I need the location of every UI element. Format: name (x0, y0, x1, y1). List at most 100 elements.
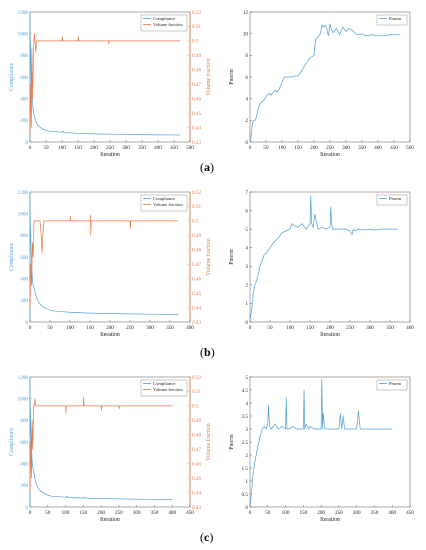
x-tick-label: 400 (388, 510, 396, 516)
y2-tick-label: 0.43 (192, 140, 201, 146)
x-tick-label: 0 (249, 145, 252, 151)
chart-b-left: 0 50 100 150 200 250 300 350 400 0 200 400 600 800 100… (9, 190, 212, 338)
y-tick-label: 1 (245, 301, 248, 307)
y-axis-label: Pnorm (229, 434, 235, 450)
y2-tick-label: 0.46 (192, 96, 201, 102)
y2-tick-label: 0.44 (192, 125, 201, 131)
x-tick-label: 50 (265, 510, 271, 516)
y-tick-label: 400 (20, 96, 28, 102)
x-tick-label: 400 (154, 145, 162, 151)
y-tick-label: 0 (25, 140, 28, 146)
x-tick-label: 150 (294, 145, 302, 151)
legend-label: Volume fraction (153, 22, 183, 27)
x-tick-label: 100 (282, 510, 290, 516)
y2-tick-label: 0.47 (192, 262, 201, 268)
y2-tick-label: 0.48 (192, 433, 201, 439)
y-tick-label: 2.5 (242, 440, 249, 446)
x-tick-label: 0 (29, 325, 32, 331)
y-tick-label: 200 (20, 298, 28, 304)
x-tick-label: 50 (45, 510, 51, 516)
y-tick-label: 4.5 (242, 388, 249, 394)
y2-tick-label: 0.52 (192, 190, 201, 196)
x-tick-label: 0 (29, 145, 32, 151)
y-tick-label: 8 (245, 53, 248, 59)
y2-tick-label: 0.5 (192, 39, 199, 45)
y-axis-label: Compliance (9, 63, 15, 91)
legend-label: Volume fraction (153, 387, 183, 392)
y2-tick-label: 0.52 (192, 10, 201, 16)
y-tick-label: 3 (245, 264, 248, 270)
y-tick-label: 1.5 (242, 466, 249, 472)
x-tick-label: 0 (29, 510, 32, 516)
panel-label-b: (b) (200, 345, 215, 359)
x-tick-label: 300 (122, 145, 130, 151)
x-tick-label: 0 (249, 325, 252, 331)
x-tick-label: 0 (249, 510, 252, 516)
x-tick-label: 300 (366, 325, 374, 331)
legend-label: Compliance (153, 16, 175, 21)
y2-tick-label: 0.45 (192, 291, 201, 297)
y2-tick-label: 0.49 (192, 53, 201, 59)
x-tick-label: 250 (106, 145, 114, 151)
y-tick-label: 12 (243, 10, 249, 16)
plot-frame (29, 376, 191, 508)
x-tick-label: 250 (346, 325, 354, 331)
y-tick-label: 600 (20, 75, 28, 81)
x-axis-label: Iteration (100, 152, 120, 158)
y2-tick-label: 0.46 (192, 276, 201, 282)
x-tick-label: 300 (342, 145, 350, 151)
y-tick-label: 1200 (18, 190, 29, 196)
y-tick-label: 6 (245, 75, 248, 81)
y-axis-label: Pnorm (229, 249, 235, 265)
y-tick-label: 400 (20, 276, 28, 282)
x-tick-label: 450 (390, 145, 398, 151)
x-tick-label: 300 (353, 510, 361, 516)
y2-tick-label: 0.5 (192, 404, 199, 410)
y-tick-label: 2 (245, 453, 248, 459)
legend-box (140, 379, 188, 397)
y-tick-label: 600 (20, 255, 28, 261)
plot-frame (29, 191, 191, 323)
legend-label: Pnorm (389, 196, 402, 201)
y2-tick-label: 0.43 (192, 505, 201, 511)
x-axis-label: Iteration (320, 332, 340, 338)
x-axis-label: Iteration (320, 152, 340, 158)
y2-tick-label: 0.47 (192, 447, 201, 453)
y2-tick-label: 0.43 (192, 320, 201, 326)
y2-axis-label: Volume fraction (205, 423, 212, 461)
x-tick-label: 150 (74, 145, 82, 151)
y-axis-label: Compliance (9, 243, 15, 271)
x-tick-label: 500 (186, 145, 194, 151)
chart-c-left: 0 50 100 150 200 250 300 350 400 450 0 200 400 600 800… (9, 375, 212, 523)
y-tick-label: 200 (20, 483, 28, 489)
x-axis-label: Iteration (100, 332, 120, 338)
legend-box (376, 14, 408, 26)
y2-tick-label: 0.45 (192, 476, 201, 482)
panel-label-c: (c) (200, 530, 214, 544)
x-tick-label: 200 (90, 145, 98, 151)
y-tick-label: 1000 (18, 31, 29, 37)
y2-tick-label: 0.5 (192, 219, 199, 225)
x-tick-label: 150 (79, 510, 87, 516)
y2-tick-label: 0.51 (192, 24, 201, 30)
legend-label: Compliance (153, 381, 175, 386)
y-tick-label: 5 (245, 227, 248, 233)
legend-box (140, 194, 188, 212)
chart-c-right: 0 50 100 150 200 250 300 350 400 450 0 0.5 1 1.5 2 2.5 3… (229, 375, 414, 523)
series-line-compliance (29, 213, 179, 315)
x-tick-label: 350 (371, 510, 379, 516)
x-tick-label: 100 (286, 325, 294, 331)
y-tick-label: 0 (25, 505, 28, 511)
series-line-pnorm (249, 23, 401, 143)
y-tick-label: 10 (243, 31, 249, 37)
plot-frame (249, 11, 411, 143)
y-tick-label: 800 (20, 53, 28, 59)
y2-tick-label: 0.44 (192, 490, 201, 496)
y2-tick-label: 0.48 (192, 248, 201, 254)
x-tick-label: 350 (358, 145, 366, 151)
x-tick-label: 200 (326, 325, 334, 331)
x-tick-label: 200 (317, 510, 325, 516)
x-tick-label: 250 (126, 325, 134, 331)
y2-tick-label: 0.49 (192, 418, 201, 424)
y-tick-label: 3 (245, 427, 248, 433)
